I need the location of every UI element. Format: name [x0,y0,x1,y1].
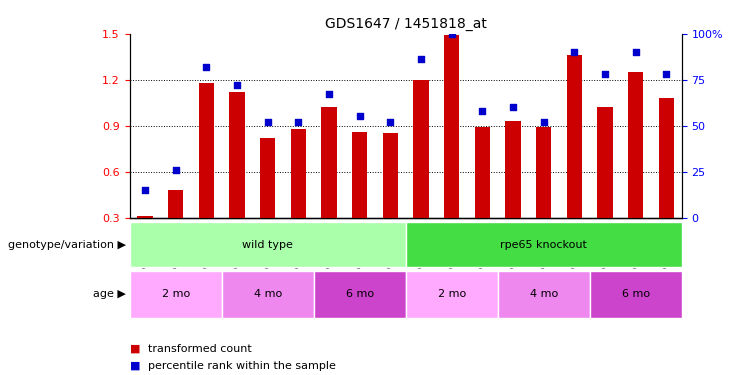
Title: GDS1647 / 1451818_at: GDS1647 / 1451818_at [325,17,487,32]
Text: 4 mo: 4 mo [530,290,558,299]
Bar [352,132,368,218]
Text: rpe65 knockout: rpe65 knockout [500,240,587,250]
Bar [382,133,398,218]
Bar [597,107,613,218]
Bar [567,55,582,217]
Point [139,187,151,193]
Bar [406,271,498,318]
Text: 4 mo: 4 mo [253,290,282,299]
Bar [659,98,674,218]
Point [231,82,243,88]
Point [599,71,611,77]
Bar [168,190,183,217]
Text: ■: ■ [130,361,140,370]
Text: genotype/variation ▶: genotype/variation ▶ [8,240,126,250]
Point [630,49,642,55]
Bar [444,35,459,218]
Bar [222,271,313,318]
Bar [199,83,214,218]
Bar [130,271,222,318]
Text: age ▶: age ▶ [93,290,126,299]
Text: 2 mo: 2 mo [438,290,466,299]
Point [538,119,550,125]
Bar [498,271,590,318]
Bar [322,107,336,218]
Bar [313,271,406,318]
Bar [536,127,551,218]
Point [293,119,305,125]
Point [385,119,396,125]
Point [446,31,458,37]
Bar [413,80,429,218]
Bar [137,216,153,217]
Text: wild type: wild type [242,240,293,250]
Bar [406,222,682,267]
Point [323,92,335,98]
Bar [590,271,682,318]
Text: percentile rank within the sample: percentile rank within the sample [148,361,336,370]
Bar [260,138,276,218]
Text: 2 mo: 2 mo [162,290,190,299]
Bar [230,92,245,218]
Text: ■: ■ [130,344,140,354]
Point [507,104,519,110]
Text: 6 mo: 6 mo [622,290,650,299]
Bar [475,127,490,218]
Point [353,113,365,119]
Text: transformed count: transformed count [148,344,252,354]
Bar [505,121,521,218]
Bar [290,129,306,217]
Point [262,119,273,125]
Bar [130,222,406,267]
Text: 6 mo: 6 mo [345,290,373,299]
Bar [628,72,643,217]
Point [415,57,427,63]
Point [476,108,488,114]
Point [568,49,580,55]
Point [170,167,182,173]
Point [200,64,212,70]
Point [660,71,672,77]
